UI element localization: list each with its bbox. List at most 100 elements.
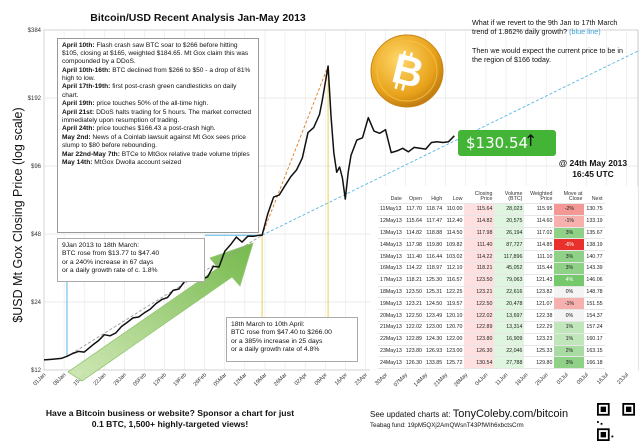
table-cell: 115.44 <box>524 262 555 275</box>
note-text: BTC declined from $266 to $50 - a drop o… <box>62 66 251 82</box>
note-text: News of a Coinlab lawsuit against Mt Gox… <box>62 134 246 150</box>
jan-march-annotation: 9Jan 2013 to 18th March: BTC rose from $1… <box>57 238 205 282</box>
table-cell: 123.80 <box>403 345 424 358</box>
x-tick-label: 19Mar <box>253 372 269 388</box>
table-cell: 160.17 <box>584 333 605 346</box>
table-cell: 27,788 <box>494 356 525 370</box>
table-cell: 111.40 <box>464 238 495 252</box>
table-row: 21May13 122.02 123.00 120.70 122.89 13,314 122… <box>378 321 605 334</box>
annotation-line: 18th March to 10th April: <box>231 321 305 328</box>
table-cell: 1% <box>554 333 585 346</box>
table-cell: 13,697 <box>494 309 525 322</box>
table-cell: 103.02 <box>444 250 465 263</box>
table-cell: 125.30 <box>424 274 445 287</box>
table-cell: 124.30 <box>424 333 445 346</box>
table-cell: 157.24 <box>584 321 605 334</box>
note-item: April 24th: price touches $166.43 a post… <box>62 125 254 133</box>
table-cell: 3% <box>554 250 585 263</box>
bitcoin-logo-icon: B <box>370 34 444 108</box>
x-tick-label: 07May <box>393 372 409 388</box>
table-cell: 123.82 <box>524 286 555 299</box>
x-tick-label: 11Jun <box>495 372 510 387</box>
x-tick-label: 12Feb <box>152 372 167 387</box>
x-tick-label: 16Jul <box>596 372 610 386</box>
table-cell: 122.50 <box>403 309 424 322</box>
note-text: first post-crash green candlesticks on d… <box>62 83 237 99</box>
table-cell: 111.10 <box>524 250 555 263</box>
y-tick-label: $192 <box>28 96 42 102</box>
note-text: price touches $166.43 a post-crash high. <box>94 125 216 133</box>
note-date: April 21st: <box>62 108 95 116</box>
note-date: Mar 22nd-May 7th: <box>62 150 120 158</box>
note-date: April 24th: <box>62 125 95 133</box>
x-tick-label: 23Apr <box>354 372 369 387</box>
table-cell: 122.02 <box>464 309 495 322</box>
table-cell: 22,046 <box>494 345 525 358</box>
table-header-cell: Next <box>584 189 605 204</box>
table-cell: 148.78 <box>584 286 605 299</box>
table-cell: 120.70 <box>444 321 465 334</box>
current-price-badge: $130.54 <box>458 130 556 156</box>
y-tick-label: $384 <box>28 28 42 34</box>
table-cell: 24May13 <box>378 356 404 370</box>
note-text: DDoS halts trading for 5 hours. The mark… <box>62 108 251 124</box>
table-cell: 138.19 <box>584 238 605 252</box>
table-cell: 19May13 <box>378 297 404 311</box>
current-time: 16:45 UTC <box>572 169 614 179</box>
table-header-cell: Low <box>444 189 465 204</box>
x-tick-label: 05Feb <box>132 372 147 387</box>
table-header-cell: Volume (BTC) <box>494 189 525 204</box>
note-item: May 2nd: News of a Coinlab lawsuit again… <box>62 134 254 150</box>
current-date: @ 24th May 2013 <box>558 158 628 168</box>
table-cell: 0% <box>554 309 585 322</box>
table-cell: 119.57 <box>444 297 465 311</box>
price-series-line <box>43 65 455 361</box>
current-date-label: @ 24th May 2013 16:45 UTC <box>548 158 638 180</box>
table-cell: 4% <box>554 274 585 287</box>
table-header-cell: Open <box>403 189 424 204</box>
table-cell: 118.21 <box>403 274 424 287</box>
table-cell: 13May13 <box>378 227 404 240</box>
table-cell: 151.55 <box>584 297 605 311</box>
current-price: $130.54 <box>466 134 529 152</box>
what-if-conclusion: Then we would expect the current price t… <box>472 45 624 64</box>
what-if-blue-line-label: (blue line) <box>569 27 601 37</box>
table-row: 22May13 122.89 124.30 122.00 123.80 16,909 123… <box>378 333 605 346</box>
table-cell: 114.82 <box>464 215 495 228</box>
table-cell: 2% <box>554 345 585 358</box>
qr-code-icon <box>597 403 635 441</box>
note-text: Flash crash saw BTC soar to $266 before … <box>62 42 249 66</box>
table-header-cell: High <box>424 189 445 204</box>
table-cell: 125.31 <box>424 286 445 299</box>
table-row: 20May13 122.50 123.49 120.10 122.02 13,697 122… <box>378 309 605 322</box>
table-cell: 122.29 <box>524 321 555 334</box>
table-cell: 87,727 <box>494 238 525 252</box>
annotation-line: or a daily growth rate of 4.8% <box>231 346 320 354</box>
table-cell: 3% <box>554 262 585 275</box>
table-cell: 116.44 <box>424 250 445 263</box>
table-cell: 123.23 <box>524 333 555 346</box>
note-item: April 10th: Flash crash saw BTC soar to … <box>62 42 254 66</box>
updates-prefix: See updated charts at: <box>370 410 453 419</box>
what-if-note: What if we revert to the 9th Jan to 17th… <box>468 15 638 97</box>
table-cell: 0% <box>554 286 585 299</box>
y-axis: $12 $24 $48 $96 $192 $384 <box>28 28 42 374</box>
table-cell: 114.85 <box>524 238 555 252</box>
table-row: 13May13 114.82 118.88 114.50 117.98 26,194 117… <box>378 227 605 240</box>
x-tick-label: 02Apr <box>294 372 309 387</box>
site-link[interactable]: TonyColeby.com/bitcoin <box>452 408 569 420</box>
x-tick-label: 09Apr <box>314 372 329 387</box>
annotation-line: 9Jan 2013 to 18th March: <box>62 242 140 249</box>
y-tick-label: $24 <box>31 300 42 306</box>
x-tick-label: 08Jan <box>52 372 67 387</box>
table-cell: 112.10 <box>444 262 465 275</box>
x-tick-label: 29Jan <box>113 372 128 387</box>
table-cell: 14May13 <box>378 238 404 252</box>
table-cell: 11May13 <box>378 203 404 216</box>
note-text: price touches 50% of the all-time high. <box>94 100 209 108</box>
table-cell: 21May13 <box>378 321 404 334</box>
up-arrow-icon: ↑ <box>524 131 538 150</box>
table-cell: 163.15 <box>584 345 605 358</box>
table-cell: 123.21 <box>464 286 495 299</box>
